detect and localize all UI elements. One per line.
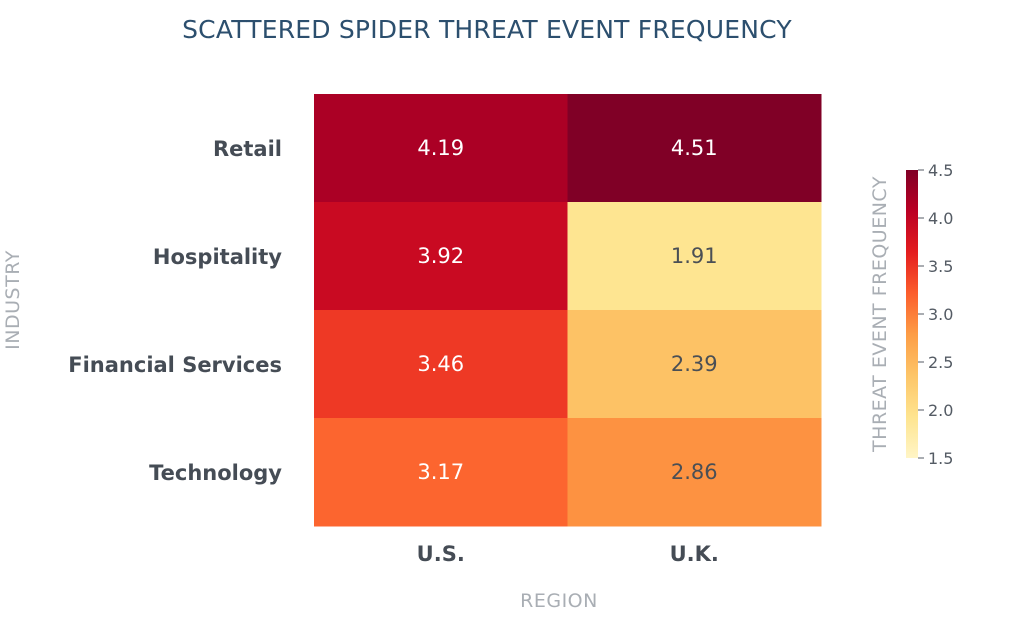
colorbar-ticks: 1.5 2.0 2.5 3.0 3.5 4.0 4.5 xyxy=(918,161,953,468)
heatmap-cell-value: 1.91 xyxy=(671,244,718,268)
y-axis-title: INDUSTRY xyxy=(2,250,24,350)
y-axis-tick-label: Hospitality xyxy=(153,245,282,269)
colorbar-tick-label: 1.5 xyxy=(928,449,953,468)
heatmap-cell-value: 4.51 xyxy=(671,136,718,160)
heatmap-cell xyxy=(314,310,568,419)
colorbar-tick-label: 2.5 xyxy=(928,353,953,372)
heatmap-cell xyxy=(314,418,568,527)
x-axis-tick-label: U.K. xyxy=(670,542,719,566)
heatmap-cell-value: 3.46 xyxy=(417,352,464,376)
heatmap-cell-value: 2.39 xyxy=(671,352,718,376)
heatmap-cell xyxy=(567,310,822,419)
y-axis-tick-label: Retail xyxy=(213,137,282,161)
heatmap-cell-value: 3.17 xyxy=(417,460,464,484)
heatmap-cell-labels: 4.19 4.51 3.92 1.91 3.46 2.39 3.17 2.86 xyxy=(417,136,717,484)
heatmap-cell xyxy=(567,94,822,203)
y-axis-tick-labels: Retail Hospitality Financial Services Techn… xyxy=(68,137,282,485)
heatmap-cell xyxy=(314,202,568,311)
colorbar xyxy=(906,170,918,458)
x-axis-tick-label: U.S. xyxy=(417,542,465,566)
chart-title: SCATTERED SPIDER THREAT EVENT FREQUENCY xyxy=(182,15,792,44)
colorbar-tick-label: 2.0 xyxy=(928,401,953,420)
heatmap-cell-value: 4.19 xyxy=(417,136,464,160)
y-axis-tick-label: Technology xyxy=(149,461,282,485)
colorbar-tick-label: 4.0 xyxy=(928,209,953,228)
colorbar-tick-label: 3.0 xyxy=(928,305,953,324)
y-axis-tick-label: Financial Services xyxy=(68,353,282,377)
heatmap-cells xyxy=(314,94,822,527)
heatmap-cell-value: 2.86 xyxy=(671,460,718,484)
heatmap-cell xyxy=(314,94,568,203)
colorbar-tick-label: 4.5 xyxy=(928,161,953,180)
x-axis-tick-labels: U.S. U.K. xyxy=(417,542,719,566)
heatmap-cell-value: 3.92 xyxy=(417,244,464,268)
colorbar-title: THREAT EVENT FREQUENCY xyxy=(869,176,891,453)
colorbar-tick-label: 3.5 xyxy=(928,257,953,276)
heatmap-cell xyxy=(567,202,822,311)
heatmap-cell xyxy=(567,418,822,527)
x-axis-title: REGION xyxy=(520,590,598,612)
